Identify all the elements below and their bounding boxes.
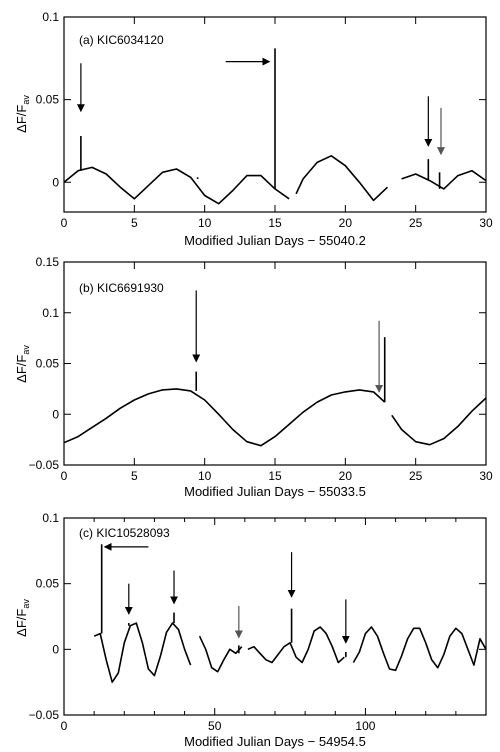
- panel-b-series: [63, 337, 487, 447]
- panel-b-xtick-label-1: 5: [131, 469, 138, 483]
- panel-c-ytick-label-3: 0.1: [42, 511, 59, 525]
- panel-b-xtick-label-4: 20: [339, 469, 353, 483]
- panel-c-series: [93, 544, 487, 684]
- panel-a-series-segment-2: [401, 169, 487, 190]
- panel-a-ylabel: ΔF/Fav: [14, 95, 31, 133]
- panel-c-xlabel: Modified Julian Days − 54954.5: [184, 734, 366, 749]
- panel-a-xtick-label-2: 10: [198, 216, 212, 230]
- panel-a-axes: 0 5 10 15 20 25 30 0 0.05 0.1: [36, 10, 493, 230]
- panel-c-ylabel-sub: av: [21, 599, 31, 609]
- panel-c-series-segment-2: [247, 626, 345, 664]
- panel-a: 0 5 10 15 20 25 30 0 0.05 0.1 (a) KIC6034120 Modi…: [14, 10, 493, 248]
- panel-b-xtick-label-3: 15: [268, 469, 282, 483]
- panel-c-ytick-label-2: 0.05: [36, 577, 60, 591]
- panel-a-series: [63, 48, 487, 205]
- panel-b-series-segment-1: [391, 397, 487, 446]
- panel-a-xtick-label-0: 0: [61, 216, 68, 230]
- panel-c-ytick-label-0: −0.05: [29, 708, 60, 722]
- panel-a-ylabel-sub: av: [21, 95, 31, 105]
- panel-b-ytick-label-1: 0: [52, 407, 59, 421]
- panel-a-xtick-label-5: 25: [409, 216, 423, 230]
- panel-a-arrows: [76, 57, 445, 156]
- panel-a-ytick-label-0: 0: [52, 175, 59, 189]
- panel-c-xtick-label-2: 100: [355, 719, 375, 733]
- panel-a-xtick-label-1: 5: [131, 216, 138, 230]
- panel-a-ytick-label-2: 0.1: [42, 10, 59, 24]
- panel-c-title: (c) KIC10528093: [79, 526, 170, 540]
- panel-c-series-segment-3: [352, 626, 487, 672]
- panel-b-xlabel: Modified Julian Days − 55033.5: [184, 484, 366, 499]
- panel-c-arrows: [103, 542, 350, 644]
- panel-b-xtick-label-2: 10: [198, 469, 212, 483]
- panel-b-title: (b) KIC6691930: [79, 281, 164, 295]
- panel-c-ylabel: ΔF/Fav: [14, 599, 31, 637]
- panel-a-series-segment-0: [63, 166, 290, 205]
- panel-b-ytick-label-2: 0.05: [36, 357, 60, 371]
- panel-b-series-segment-0: [63, 388, 386, 447]
- panel-c-xtick-label-0: 0: [61, 719, 68, 733]
- panel-b-ytick-label-3: 0.1: [42, 306, 59, 320]
- panel-b-xtick-label-5: 25: [409, 469, 423, 483]
- panel-b-ytick-label-0: −0.05: [29, 458, 60, 472]
- panel-c-series-segment-0: [93, 622, 192, 684]
- panel-c-xtick-label-1: 50: [208, 719, 222, 733]
- panel-b-xtick-label-6: 30: [479, 469, 493, 483]
- panel-b-xtick-label-0: 0: [61, 469, 68, 483]
- panel-a-title: (a) KIC6034120: [79, 33, 164, 47]
- panel-b-ylabel: ΔF/Fav: [14, 345, 31, 383]
- panel-b-ytick-label-4: 0.15: [36, 255, 60, 269]
- panel-c-ylabel-main: ΔF/F: [14, 609, 29, 637]
- panel-a-ylabel-main: ΔF/F: [14, 105, 29, 133]
- panel-a-ytick-label-1: 0.05: [36, 93, 60, 107]
- panel-c-ytick-label-1: 0: [52, 642, 59, 656]
- panel-a-xtick-label-6: 30: [479, 216, 493, 230]
- panel-b-ylabel-main: ΔF/F: [14, 355, 29, 383]
- panel-b-ylabel-sub: av: [21, 345, 31, 355]
- panel-a-xlabel: Modified Julian Days − 55040.2: [184, 233, 366, 248]
- panel-c-frame: [63, 517, 487, 716]
- panel-a-series-segment-1: [295, 155, 389, 202]
- panel-a-xtick-label-4: 20: [339, 216, 353, 230]
- panel-b-arrows: [192, 290, 384, 393]
- panel-c-series-segment-1: [198, 635, 243, 673]
- panel-a-xtick-label-3: 15: [268, 216, 282, 230]
